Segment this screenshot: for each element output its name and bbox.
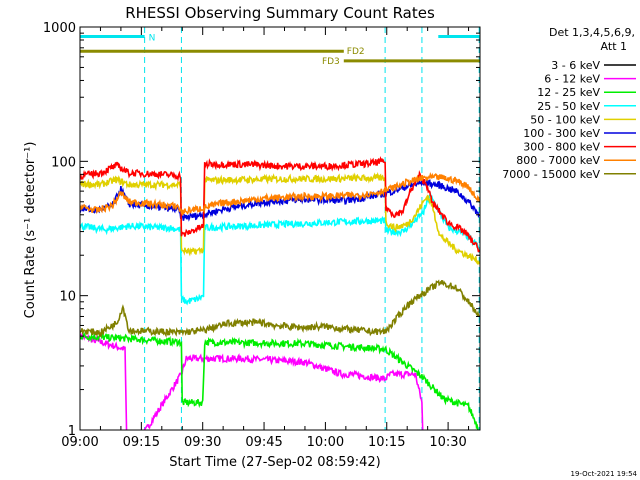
legend-label-3: 25 - 50 keV <box>537 100 600 113</box>
flag-label-0: N <box>149 33 156 43</box>
x-tick-label-2: 09:30 <box>184 435 221 450</box>
series-line-7 <box>80 171 480 217</box>
chart-title: RHESSI Observing Summary Count Rates <box>125 4 435 22</box>
series-line-4 <box>80 171 480 265</box>
plot-frame <box>79 26 481 431</box>
plot-data-layer: N FD2 FD3 <box>80 27 480 430</box>
y-axis-label: Count Rate (s⁻¹ detector⁻¹) <box>23 142 38 319</box>
legend-title-line-1: Det 1,3,4,5,6,9, <box>549 26 635 39</box>
flag-label-1: FD2 <box>347 47 365 57</box>
legend-label-2: 12 - 25 keV <box>537 86 600 99</box>
legend-label-7: 800 - 7000 keV <box>516 154 600 167</box>
x-tick-label-3: 09:45 <box>245 435 282 450</box>
y-tick-label-2: 100 <box>51 155 76 170</box>
flag-label-2: FD3 <box>322 57 340 67</box>
series-line-8 <box>80 279 480 339</box>
x-tick-label-6: 10:30 <box>429 435 466 450</box>
x-tick-label-4: 10:00 <box>307 435 344 450</box>
legend-label-1: 6 - 12 keV <box>544 73 600 86</box>
y-tick-label-3: 1000 <box>43 21 76 36</box>
x-axis-label: Start Time (27-Sep-02 08:59:42) <box>169 455 380 470</box>
series-line-1 <box>80 332 424 430</box>
y-tick-label-0: 1 <box>68 424 76 439</box>
legend-title-line-2: Att 1 <box>601 40 627 53</box>
legend-label-6: 300 - 800 keV <box>523 141 600 154</box>
series-line-3 <box>80 191 480 306</box>
legend-label-4: 50 - 100 keV <box>530 113 600 126</box>
x-tick-label-0: 09:00 <box>61 435 98 450</box>
legend-label-5: 100 - 300 keV <box>523 127 600 140</box>
legend-label-0: 3 - 6 keV <box>551 59 600 72</box>
y-tick-label-1: 10 <box>59 290 76 305</box>
generation-timestamp: 19-Oct-2021 19:54 <box>571 470 638 478</box>
legend-label-8: 7000 - 15000 keV <box>502 168 600 181</box>
x-tick-label-5: 10:15 <box>368 435 405 450</box>
series-line-2 <box>80 331 480 430</box>
series-line-6 <box>80 155 480 253</box>
x-tick-label-1: 09:15 <box>123 435 160 450</box>
